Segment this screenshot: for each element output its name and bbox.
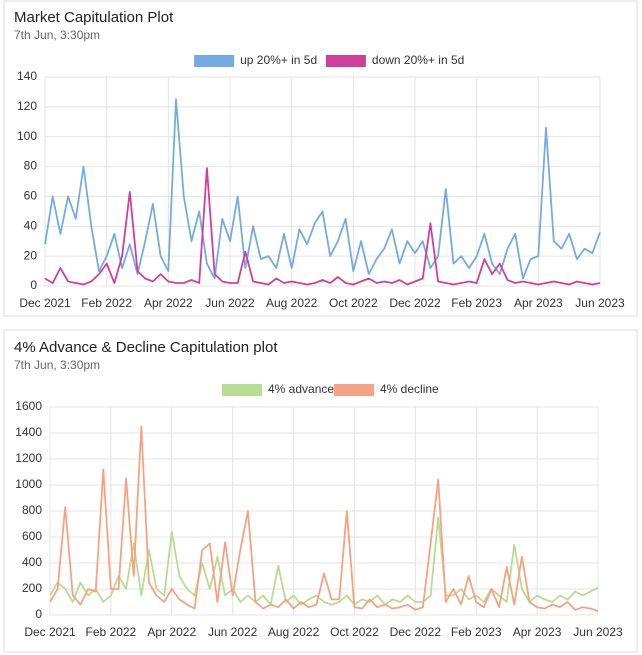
- legend-label: up 20%+ in 5d: [240, 53, 317, 67]
- legend-swatch: [334, 384, 374, 396]
- y-tick-label: 800: [22, 503, 42, 517]
- x-tick-label: Feb 2022: [86, 625, 137, 639]
- series-line: [49, 516, 599, 606]
- y-tick-label: 1000: [15, 477, 42, 491]
- card-title: 4% Advance & Decline Capitulation plot: [14, 339, 278, 356]
- x-tick-label: Jun 2023: [575, 296, 625, 310]
- x-tick-label: Apr 2023: [513, 625, 562, 639]
- y-tick-label: 40: [24, 218, 38, 232]
- x-tick-label: Jun 2022: [205, 296, 255, 310]
- legend-swatch: [222, 384, 262, 396]
- series-line: [49, 425, 599, 612]
- y-tick-label: 400: [22, 555, 42, 569]
- y-tick-label: 120: [17, 99, 37, 113]
- card-subtitle: 7th Jun, 3:30pm: [14, 358, 100, 372]
- y-tick-label: 1200: [15, 451, 42, 465]
- card: [3, 329, 638, 653]
- y-tick-label: 100: [17, 129, 37, 143]
- x-tick-label: Apr 2022: [147, 625, 196, 639]
- x-tick-label: Feb 2023: [451, 296, 502, 310]
- x-tick-label: Aug 2022: [266, 296, 318, 310]
- x-tick-label: Dec 2022: [389, 296, 441, 310]
- legend-swatch: [194, 55, 235, 67]
- x-tick-label: Oct 2022: [330, 625, 379, 639]
- y-tick-label: 140: [17, 69, 37, 83]
- y-tick-label: 80: [24, 159, 38, 173]
- card-subtitle: 7th Jun, 3:30pm: [14, 28, 100, 42]
- y-tick-label: 1600: [15, 399, 42, 413]
- y-tick-label: 600: [22, 529, 42, 543]
- y-tick-label: 200: [22, 581, 42, 595]
- x-tick-label: Jun 2023: [573, 625, 623, 639]
- x-tick-label: Oct 2022: [329, 296, 378, 310]
- legend-swatch: [325, 55, 366, 67]
- x-tick-label: Feb 2022: [81, 296, 132, 310]
- series-line: [44, 98, 601, 280]
- y-tick-label: 1400: [15, 425, 42, 439]
- legend-label: down 20%+ in 5d: [372, 53, 464, 67]
- x-tick-label: Aug 2022: [268, 625, 320, 639]
- card: [3, 0, 638, 317]
- series-line: [44, 167, 601, 286]
- legend-label: 4% advance: [268, 382, 334, 396]
- x-tick-label: Jun 2022: [208, 625, 258, 639]
- y-tick-label: 20: [24, 248, 38, 262]
- card-title: Market Capitulation Plot: [14, 9, 174, 26]
- y-tick-label: 0: [35, 607, 42, 621]
- y-tick-label: 60: [24, 189, 38, 203]
- legend-label: 4% decline: [380, 382, 439, 396]
- x-tick-label: Dec 2022: [390, 625, 442, 639]
- x-tick-label: Apr 2023: [514, 296, 563, 310]
- y-tick-label: 0: [30, 278, 37, 292]
- x-tick-label: Apr 2022: [144, 296, 193, 310]
- x-tick-label: Feb 2023: [451, 625, 502, 639]
- x-tick-label: Dec 2021: [24, 625, 76, 639]
- x-tick-label: Dec 2021: [19, 296, 71, 310]
